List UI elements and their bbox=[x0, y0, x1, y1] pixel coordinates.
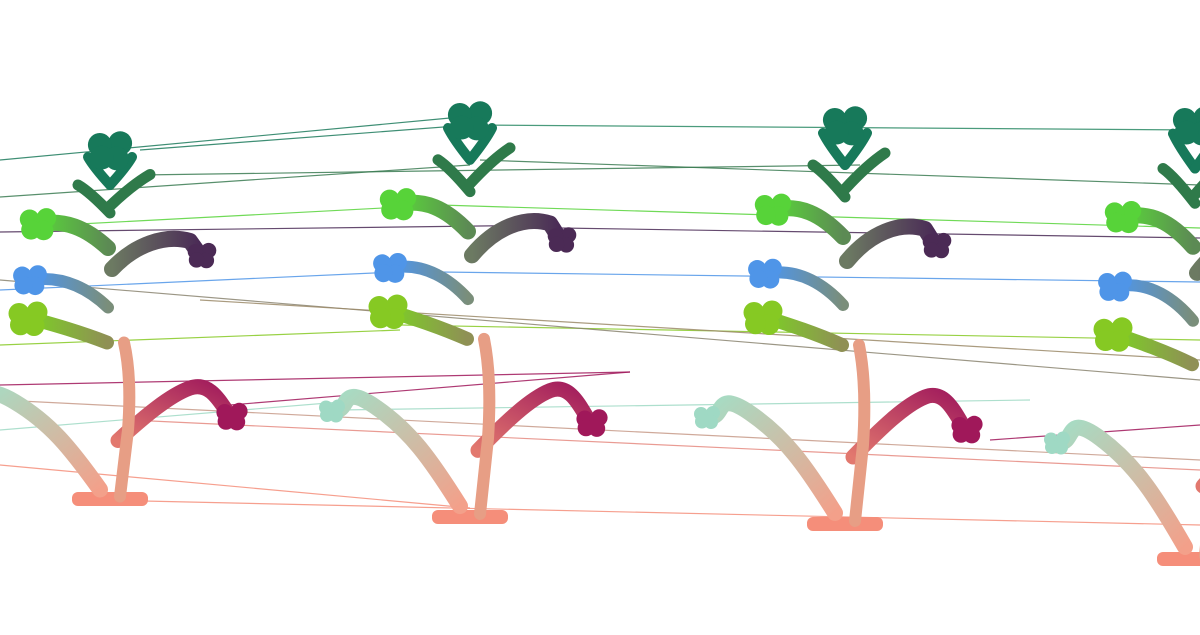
lower-left-branch bbox=[0, 386, 108, 498]
plant-crown bbox=[822, 106, 868, 146]
blue-branch bbox=[29, 272, 114, 314]
plant-1 bbox=[0, 131, 248, 509]
correspondence-line bbox=[199, 299, 1200, 361]
upper-left-leaf bbox=[1104, 200, 1142, 234]
lower-right-leaf bbox=[576, 409, 608, 437]
blue-branch bbox=[389, 260, 474, 306]
crown-twig-right bbox=[1190, 152, 1200, 174]
plant-crown bbox=[447, 101, 493, 141]
lower-left-branch bbox=[702, 395, 843, 521]
secondary-stem bbox=[849, 339, 871, 527]
correspondence-line bbox=[0, 371, 631, 386]
lower-left-leaf bbox=[319, 399, 345, 423]
lower-right-branch bbox=[110, 379, 238, 448]
upper-right-branch bbox=[839, 218, 943, 269]
crown-twig-right bbox=[465, 122, 497, 165]
lower-left-branch bbox=[1052, 419, 1193, 555]
upper-right-branch bbox=[104, 230, 208, 277]
plant-crown bbox=[87, 131, 133, 171]
correspondence-line bbox=[59, 204, 441, 226]
correspondence-line bbox=[0, 464, 471, 509]
correspondence-line bbox=[0, 117, 451, 161]
plant-2 bbox=[319, 101, 608, 527]
correspondence-line bbox=[139, 124, 471, 151]
correspondence-line bbox=[229, 371, 631, 406]
mid-left-leaf bbox=[743, 300, 783, 335]
crown-twig-right bbox=[840, 128, 872, 170]
plants-group bbox=[0, 101, 1200, 569]
top-right-twig bbox=[104, 169, 156, 212]
top-right-twig bbox=[1189, 180, 1200, 201]
top-right-twig bbox=[464, 142, 516, 190]
lower-right-leaf bbox=[216, 402, 248, 431]
blue-leaf bbox=[13, 265, 47, 296]
upper-right-leaf bbox=[547, 227, 577, 253]
secondary-stem bbox=[114, 336, 136, 503]
correspondence-line bbox=[139, 164, 861, 176]
lower-right-leaf bbox=[951, 415, 983, 444]
upper-right-leaf bbox=[187, 242, 217, 269]
top-right-twig bbox=[839, 147, 891, 195]
top-left-twig bbox=[1157, 163, 1200, 209]
upper-left-leaf bbox=[19, 208, 57, 241]
lower-left-branch bbox=[327, 389, 468, 515]
secondary-stem bbox=[474, 332, 496, 521]
lower-right-branch bbox=[845, 387, 973, 465]
lower-right-branch bbox=[470, 381, 598, 458]
blue-leaf bbox=[373, 252, 407, 283]
blue-branch bbox=[1114, 279, 1199, 327]
plant-3 bbox=[694, 106, 983, 534]
lower-left-leaf bbox=[1044, 431, 1070, 455]
lower-left-leaf bbox=[694, 406, 720, 429]
mid-left-leaf bbox=[8, 301, 48, 336]
plant-crown bbox=[1172, 107, 1200, 146]
upper-right-leaf bbox=[922, 232, 952, 259]
blue-leaf bbox=[748, 258, 782, 289]
upper-left-leaf bbox=[379, 188, 417, 221]
plant-4 bbox=[1044, 107, 1200, 569]
upper-right-branch bbox=[464, 213, 568, 264]
crown-twig-right bbox=[105, 152, 137, 190]
correspondence-line bbox=[0, 329, 401, 346]
upper-left-leaf bbox=[754, 193, 792, 226]
correspondence-line bbox=[439, 271, 1200, 283]
blue-leaf bbox=[1098, 271, 1132, 302]
mid-left-leaf bbox=[1093, 317, 1133, 352]
correspondence-lines bbox=[0, 117, 1200, 526]
correspondence-line bbox=[129, 419, 1200, 471]
mid-left-leaf bbox=[368, 294, 408, 330]
correspondence-line bbox=[99, 499, 1200, 526]
correspondence-line bbox=[0, 279, 1200, 381]
